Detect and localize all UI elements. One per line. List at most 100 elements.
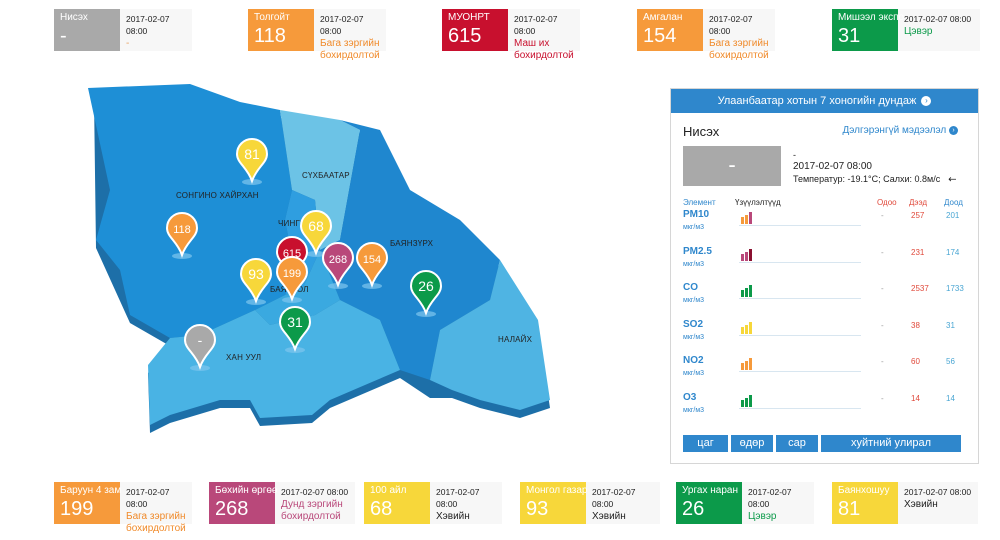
pollutant-name[interactable]: SO2 [683, 318, 704, 330]
pollutant-name[interactable]: O3 [683, 391, 697, 403]
station-card[interactable]: Амгалан 154 2017-02-07 08:00 Бага зэргийн б… [637, 9, 775, 61]
station-card[interactable]: Толгойт 118 2017-02-07 08:00 Бага зэргийн б… [248, 9, 386, 61]
marker-pin [321, 242, 355, 288]
station-marker[interactable]: 31 [278, 306, 312, 353]
station-card[interactable]: МУОНРТ 615 2017-02-07 08:00 Маш их бохирдол… [442, 9, 580, 61]
station-marker[interactable]: 68 [299, 210, 333, 257]
station-aqi-block: Монгол газар 93 [520, 482, 588, 524]
station-status: Бага зэргийн бохирдолтой [126, 511, 186, 534]
history-bars [741, 358, 755, 370]
marker-pin [299, 210, 333, 256]
col-element: Элемент [683, 198, 716, 207]
station-status: Дунд зэргийн бохирдолтой [281, 499, 343, 522]
pollutant-row: SO2 мкг/м3 - 38 31 [683, 319, 973, 355]
station-marker[interactable]: 154 [355, 242, 389, 289]
station-card[interactable]: 100 айл 68 2017-02-07 08:00 Хэвийн [364, 482, 502, 524]
marker-value: 199 [283, 268, 301, 280]
label-chingeltei: ЧИНГЭ [278, 219, 306, 228]
district-sukhbaatar[interactable] [280, 110, 360, 250]
station-date: 2017-02-07 08:00 [748, 487, 792, 509]
tab-0[interactable]: цаг [683, 435, 728, 452]
col-current: Одоо [877, 198, 897, 207]
pollutant-high: 257 [911, 211, 925, 220]
district-songinokhairkhan[interactable] [88, 84, 295, 338]
pollutant-high: 2537 [911, 284, 929, 293]
station-aqi-value: 68 [370, 498, 393, 520]
pollutant-unit: мкг/м3 [683, 370, 705, 377]
history-bar [745, 251, 748, 261]
pollutant-current: - [881, 393, 884, 403]
pollutant-low: 1733 [946, 284, 964, 293]
marker-value: 81 [244, 146, 260, 162]
station-card[interactable]: Баянхошуу 81 2017-02-07 08:00 Хэвийн [832, 482, 978, 524]
station-card[interactable]: Ургах наран 26 2017-02-07 08:00 Цэвэр [676, 482, 814, 524]
station-marker[interactable]: 26 [409, 270, 443, 317]
station-card[interactable]: Баруун 4 зам 199 2017-02-07 08:00 Бага зэрг… [54, 482, 192, 534]
district-bayangol[interactable] [255, 250, 340, 325]
panel-weather-text: Температур: -19.1°C; Салхи: 0.8м/с [793, 174, 941, 184]
station-aqi-block: Амгалан 154 [637, 9, 703, 51]
station-marker[interactable]: 81 [235, 138, 269, 185]
station-marker[interactable]: 118 [165, 212, 199, 259]
history-bar [741, 217, 744, 224]
station-card[interactable]: Монгол газар 93 2017-02-07 08:00 Хэвийн [520, 482, 660, 524]
label-nalaikh: НАЛАЙХ [498, 335, 533, 344]
label-sukhbaatar: СҮХБААТАР [302, 171, 350, 180]
station-info: 2017-02-07 08:00 Маш их бохирдолтой [508, 9, 576, 61]
history-bar [749, 321, 752, 334]
station-card[interactable]: Мишээл экспо 31 2017-02-07 08:00 Цэвэр [832, 9, 980, 51]
marker-pin [183, 324, 217, 370]
tab-2[interactable]: сар [776, 435, 818, 452]
marker-value: 68 [308, 218, 324, 234]
pollutant-row: PM10 мкг/м3 - 257 201 [683, 209, 973, 245]
station-name: МУОНРТ [448, 12, 490, 23]
station-aqi-block: МУОНРТ 615 [442, 9, 508, 51]
pollutant-name[interactable]: CO [683, 282, 698, 293]
station-info: 2017-02-07 08:00 Хэвийн [586, 482, 656, 524]
label-khanuul: ХАН УУЛ [226, 353, 261, 362]
pollutant-name[interactable]: NO2 [683, 355, 704, 366]
station-name: Нисэх [60, 12, 88, 23]
station-marker[interactable]: - [183, 324, 217, 371]
panel-header[interactable]: Улаанбаатар хотын 7 хоногийн дундаж › [671, 89, 978, 113]
pollutant-unit: мкг/м3 [683, 297, 705, 304]
history-bar [741, 399, 744, 407]
history-baseline [739, 298, 861, 299]
pollutant-unit: мкг/м3 [683, 333, 705, 341]
details-link[interactable]: Дэлгэрэнгүй мэдээлэл › [843, 125, 958, 136]
station-date: 2017-02-07 08:00 [592, 487, 636, 509]
panel-aqi-value: - [683, 146, 781, 186]
tab-1[interactable]: өдөр [731, 435, 773, 452]
station-info: 2017-02-07 08:00 Цэвэр [742, 482, 810, 524]
station-aqi-block: Толгойт 118 [248, 9, 314, 51]
marker-value: 93 [248, 266, 264, 282]
pollutant-high: 14 [911, 393, 920, 403]
pollutant-name[interactable]: PM2.5 [683, 245, 712, 257]
pollutant-name[interactable]: PM10 [683, 209, 710, 220]
station-date: 2017-02-07 08:00 [904, 487, 972, 497]
station-card[interactable]: Бөхийн өргөө 268 2017-02-07 08:00 Дунд зэрг… [209, 482, 355, 524]
station-aqi-value: 31 [838, 25, 861, 47]
tab-3[interactable]: хуйтний улирал [821, 435, 961, 452]
marker-value: 118 [173, 224, 191, 236]
station-aqi-value: 118 [254, 25, 286, 47]
station-status: Маш их бохирдолтой [514, 38, 574, 61]
history-bars [741, 285, 755, 297]
district-bayanzurkh[interactable] [320, 120, 500, 380]
pollutant-low: 174 [946, 247, 960, 257]
station-name: Амгалан [643, 12, 683, 23]
district-nalaikh[interactable] [430, 260, 550, 410]
pollutant-row: O3 мкг/м3 - 14 14 [683, 392, 973, 428]
station-aqi-value: 26 [682, 498, 705, 520]
panel-header-title: Улаанбаатар хотын 7 хоногийн дундаж [717, 95, 917, 107]
station-info: 2017-02-07 08:00 Цэвэр [898, 9, 976, 51]
station-card[interactable]: Нисэх - 2017-02-07 08:00 - [54, 9, 192, 51]
station-name: Баруун 4 зам [60, 485, 122, 496]
history-baseline [739, 334, 861, 336]
station-marker[interactable]: 268 [321, 242, 355, 289]
station-info: 2017-02-07 08:00 - [120, 9, 188, 51]
station-marker[interactable]: 199 [275, 256, 309, 303]
station-marker[interactable]: 93 [239, 258, 273, 305]
station-aqi-block: 100 айл 68 [364, 482, 430, 524]
